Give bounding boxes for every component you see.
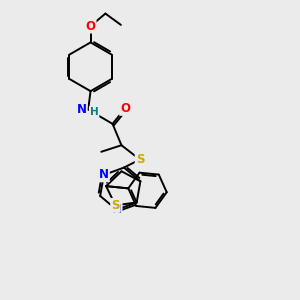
Text: S: S [111,199,120,212]
Text: N: N [76,103,87,116]
Text: N: N [99,168,109,182]
Text: H: H [90,107,98,117]
Text: S: S [136,153,144,166]
Text: N: N [112,203,122,216]
Text: O: O [85,20,96,33]
Text: O: O [120,102,130,115]
